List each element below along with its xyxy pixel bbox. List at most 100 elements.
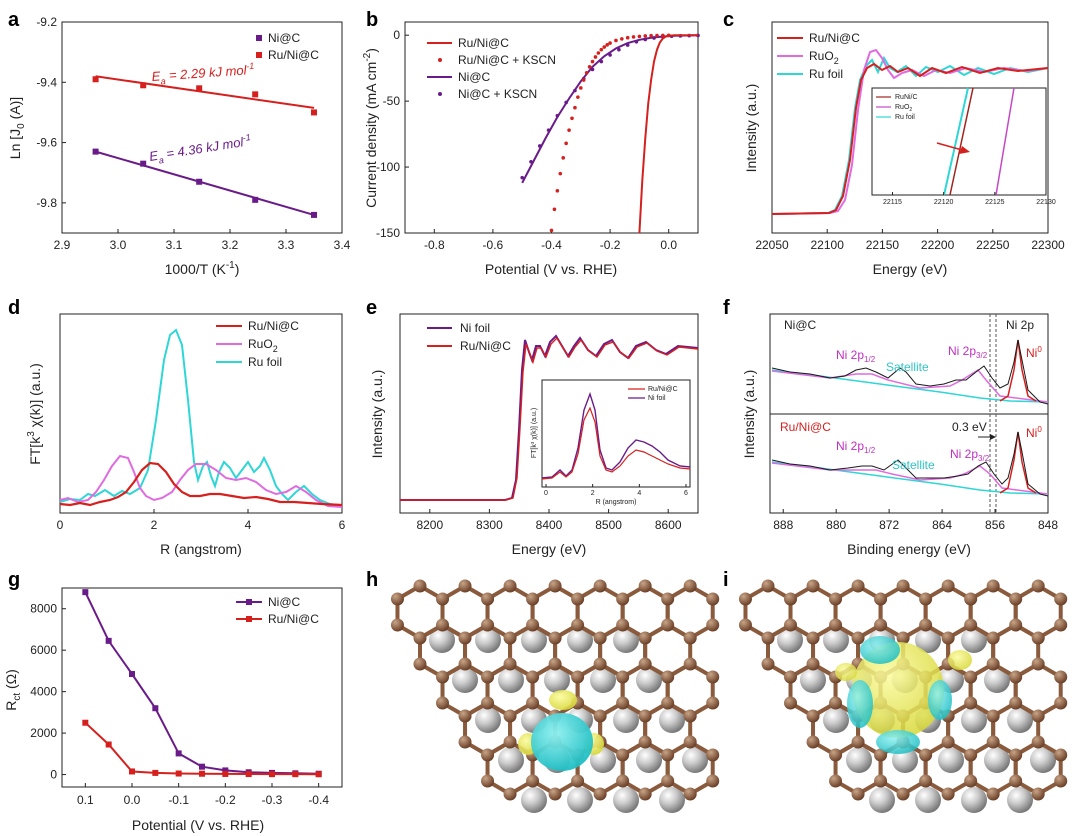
carbon-atom	[616, 748, 630, 762]
legend-dot-ru-ni-c-kscn	[438, 58, 442, 62]
data-point	[614, 38, 618, 43]
data-point	[292, 771, 299, 778]
carbon-atom	[1009, 748, 1023, 762]
panel-letter-h: h	[366, 569, 378, 591]
panel-letter-i: i	[723, 569, 729, 591]
carbon-atom	[1031, 735, 1045, 749]
legend-main: Ru/Ni@C	[248, 319, 299, 333]
data-point	[315, 771, 322, 778]
carbon-atom	[919, 748, 933, 762]
carbon-atom	[593, 657, 607, 671]
data-point	[129, 768, 135, 775]
carbon-atom	[941, 579, 955, 593]
carbon-atom	[706, 670, 720, 684]
data-point	[620, 37, 624, 41]
carbon-atom	[638, 735, 652, 749]
carbon-atom	[661, 618, 675, 632]
carbon-atom	[638, 631, 652, 645]
carbon-atom	[503, 579, 517, 593]
data-point	[92, 76, 99, 83]
x-tick-label: 2	[151, 518, 158, 532]
annotation-ea-ru: Ea = 2.29 kJ mol-1	[151, 61, 255, 87]
data-point	[625, 35, 630, 40]
carbon-atom	[616, 774, 630, 788]
metal-atom	[984, 667, 1010, 693]
data-point	[652, 36, 656, 40]
carbon-atom	[481, 618, 495, 632]
carbon-atom	[941, 735, 955, 749]
y-tick-label: 0	[393, 28, 400, 42]
x-axis-label: Potential (V vs. RHE)	[485, 261, 617, 277]
data-point	[252, 196, 259, 203]
charge-depletion-lobe	[876, 730, 920, 754]
legend-label-ru-ni-c: Ru/Ni@C	[460, 339, 511, 353]
carbon-atom	[683, 709, 697, 723]
carbon-atom	[874, 618, 888, 632]
carbon-atom	[683, 657, 697, 671]
data-point	[82, 719, 89, 726]
data-point	[520, 175, 524, 180]
data-point	[555, 189, 560, 193]
carbon-atom	[593, 579, 607, 593]
x-tick-label: 3.0	[110, 238, 127, 252]
legend: Ru/Ni@C Ru/Ni@C + KSCN Ni@C Ni@C + KSCN	[427, 36, 556, 101]
tick-marks: 2.9 3.0 3.1 3.2 3.3 3.4 -9.2 -9.4 -9.6 -9.8	[36, 15, 350, 252]
inset-tick-labels: 22115 22120 22125 22130	[883, 192, 1056, 206]
ea-main: E	[151, 68, 161, 84]
carbon-atom	[481, 592, 495, 606]
carbon-atom	[874, 592, 888, 606]
metal-atom	[636, 667, 662, 693]
tick-marks: 8200 8300 8400 8500 8600	[416, 509, 682, 532]
data-point	[196, 178, 203, 185]
plot-frame	[61, 21, 343, 234]
y-tick-label: 2000	[30, 726, 57, 740]
carbon-atom	[1054, 592, 1068, 606]
x-tick-label: -0.6	[483, 238, 504, 252]
metal-atom	[659, 707, 685, 733]
data-point	[311, 211, 317, 218]
x-tick-label: -0.2	[215, 793, 236, 807]
metal-atom	[521, 627, 547, 653]
x-axis-label: Potential (V vs. RHE)	[132, 817, 264, 833]
data-point	[129, 671, 135, 678]
carbon-atom	[526, 592, 540, 606]
carbon-atom	[829, 774, 843, 788]
y-axis-label: Intensity (a.u.)	[741, 370, 757, 459]
carbon-atom	[526, 618, 540, 632]
data-point	[311, 109, 317, 116]
carbon-atom	[548, 631, 562, 645]
data-point	[617, 47, 621, 52]
charge-accumulation-lobe	[948, 650, 972, 670]
ylabel-sub: ct	[12, 693, 23, 701]
y-tick-label: -9.2	[36, 15, 57, 29]
inset-x-tick-label: 22125	[985, 199, 1005, 206]
carbon-atom	[413, 657, 427, 671]
carbon-atom	[503, 709, 517, 723]
x-axis-label: Energy (eV)	[512, 541, 587, 557]
metal-atom	[961, 627, 987, 653]
metal-atom	[961, 787, 987, 813]
legend-label-ni-foil: Ni foil	[460, 321, 490, 335]
carbon-atom	[1054, 670, 1068, 684]
carbon-atom	[874, 774, 888, 788]
peak-main: Ni 2p	[948, 344, 976, 358]
carbon-atom	[829, 618, 843, 632]
carbon-atom	[571, 774, 585, 788]
legend: Ru/Ni@C RuO2 Ru foil	[777, 31, 860, 81]
ylabel-sup: 3	[26, 431, 37, 437]
y-tick-label: -50	[383, 94, 401, 108]
x-tick-label: 3.4	[334, 238, 351, 252]
legend-marker-ru-ni-c	[246, 616, 252, 622]
data-point	[555, 113, 560, 118]
x-axis-label: 1000/T (K-1)	[165, 260, 240, 277]
carbon-atom	[706, 592, 720, 606]
x-tick-label: 8400	[536, 518, 563, 532]
carbon-atom	[919, 592, 933, 606]
panel-letter-b: b	[366, 9, 378, 31]
carbon-atom	[503, 657, 517, 671]
inset-ru-ni-c	[541, 406, 691, 480]
bottom-envelope-2p12	[771, 462, 1049, 495]
data-point	[570, 116, 574, 121]
carbon-atom	[919, 774, 933, 788]
data-point	[564, 100, 568, 105]
